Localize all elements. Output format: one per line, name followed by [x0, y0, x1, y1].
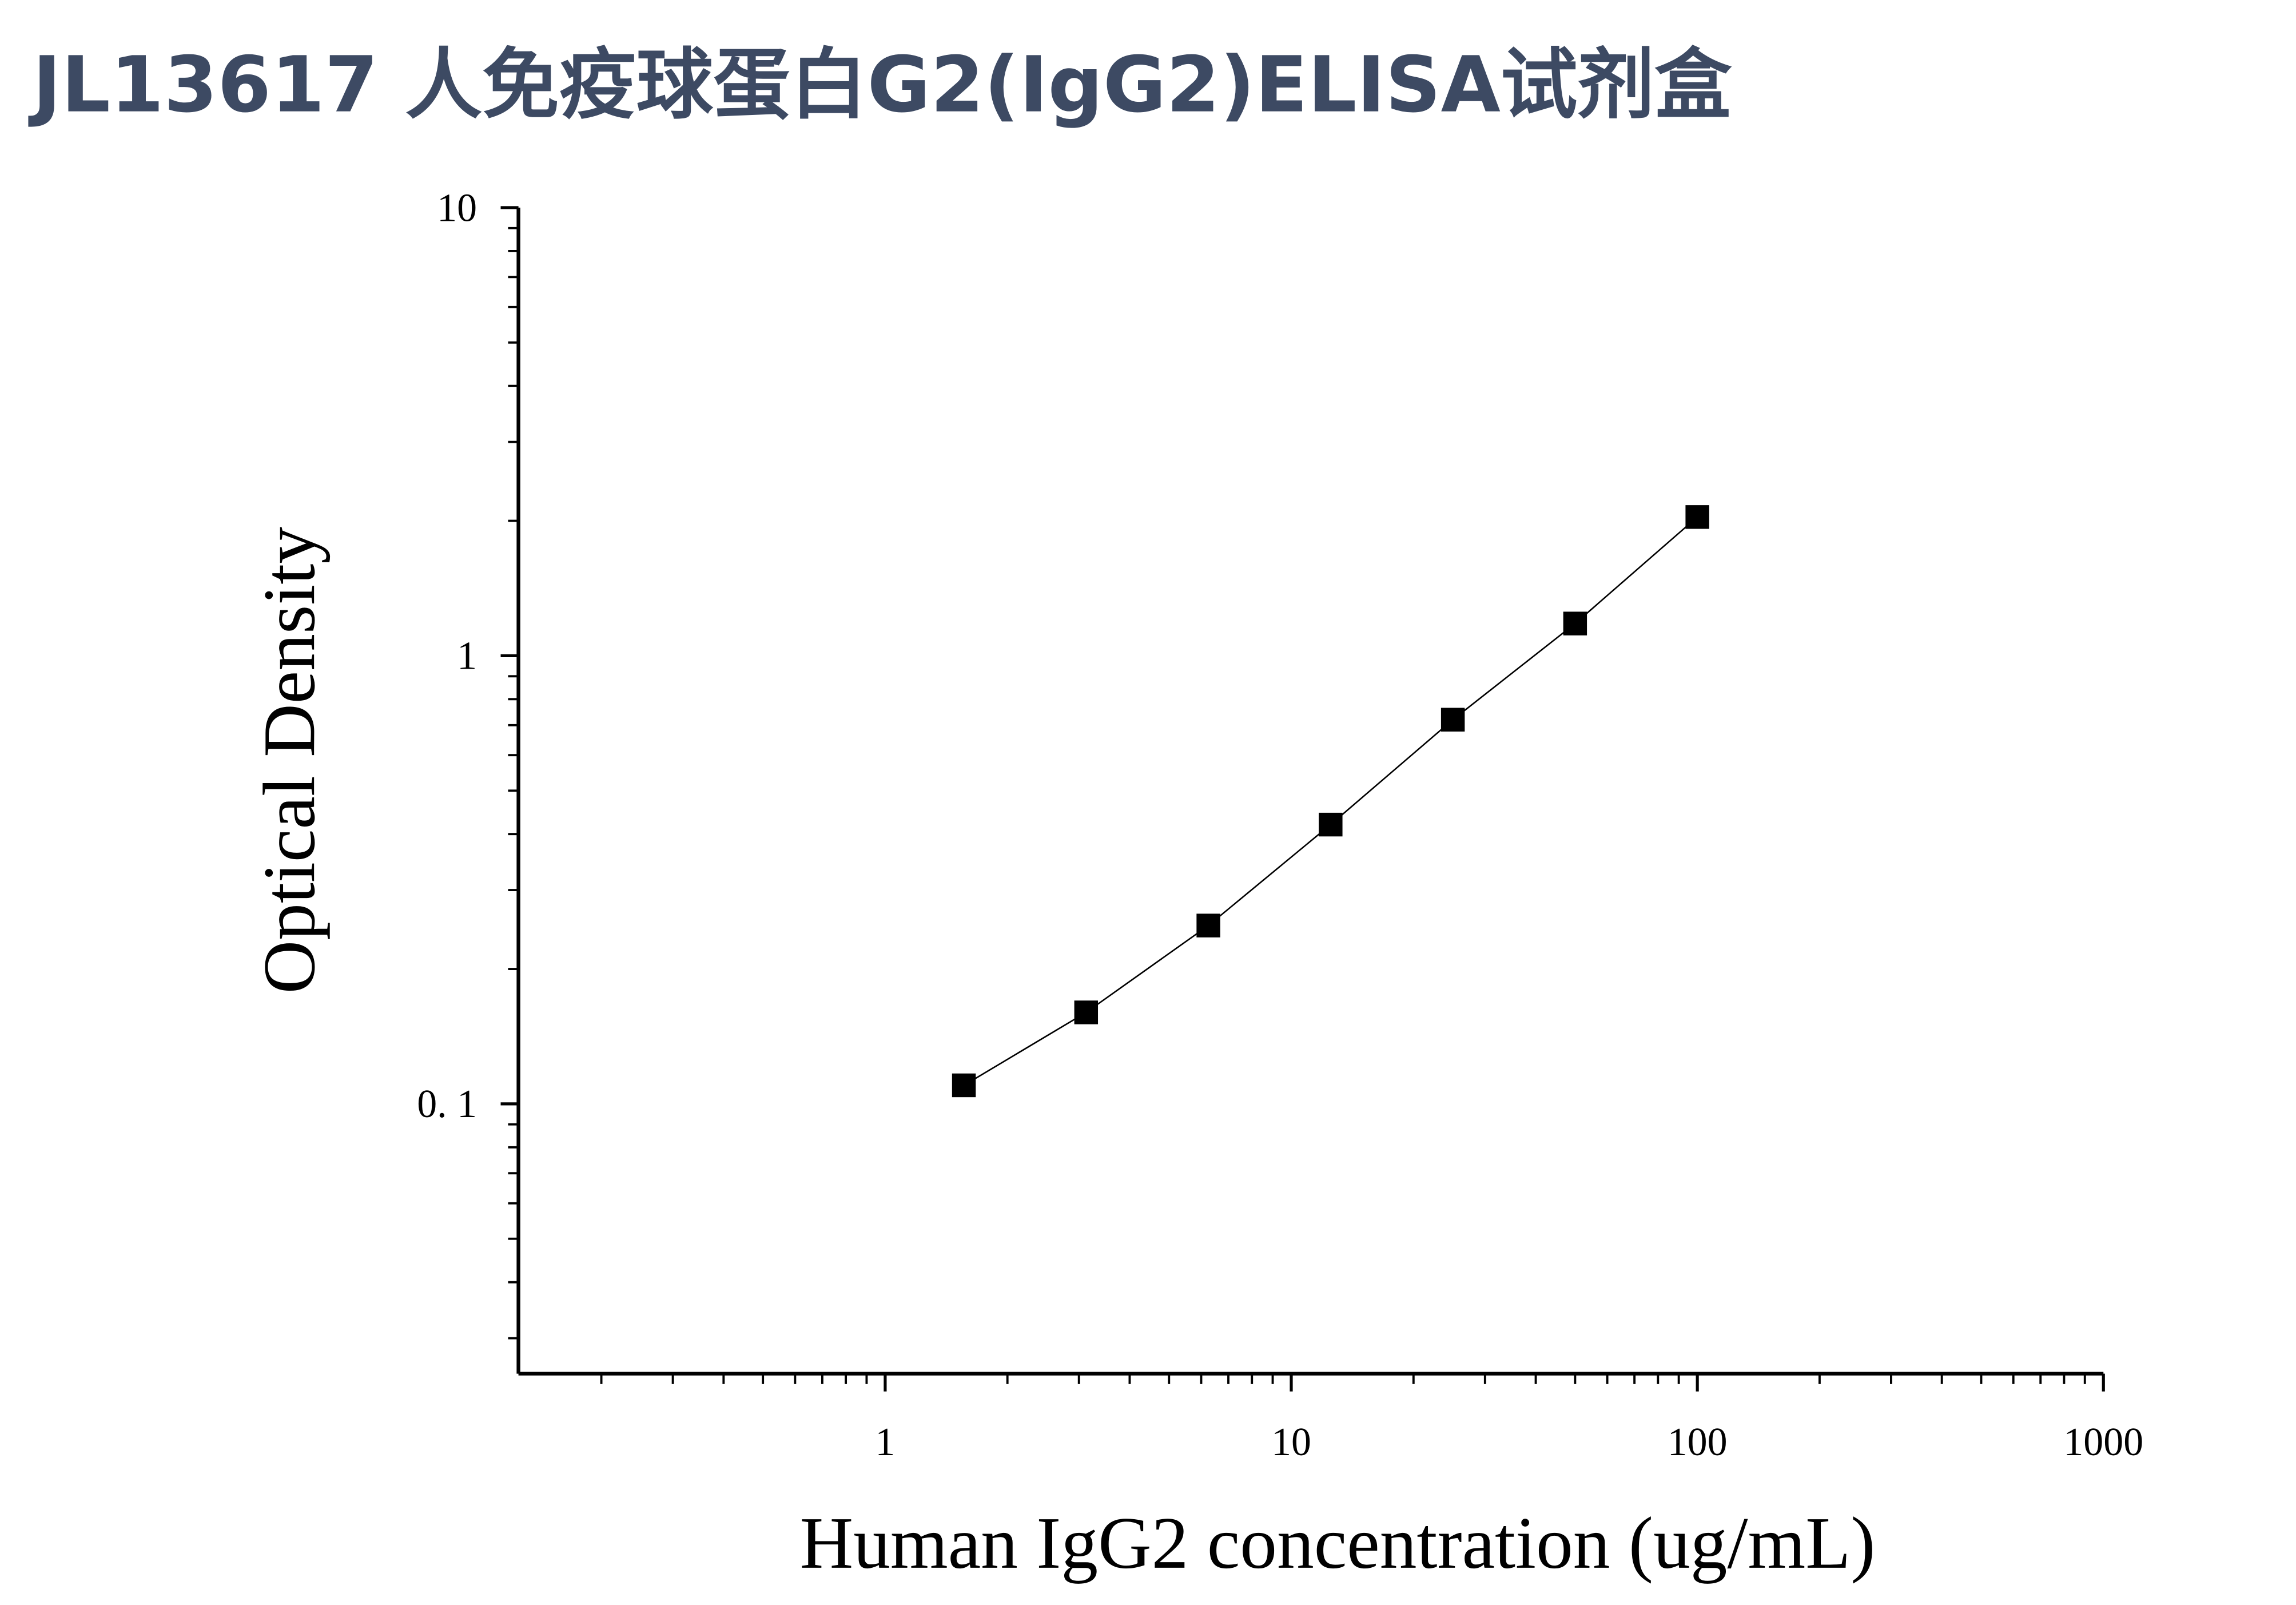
- x-tick-label: 10: [1271, 1420, 1311, 1464]
- x-axis-label: Human IgG2 concentration (ug/mL): [800, 1503, 1876, 1584]
- x-tick-label: 100: [1668, 1420, 1728, 1464]
- point: [952, 1073, 976, 1098]
- point: [1196, 913, 1220, 937]
- point: [1074, 1000, 1099, 1024]
- x-tick-label: 1: [875, 1420, 895, 1464]
- point: [1319, 812, 1343, 837]
- point: [1685, 505, 1709, 529]
- point: [1563, 611, 1587, 635]
- y-tick-label: 1: [457, 634, 477, 678]
- chart-title: JL13617 人免疫球蛋白G2(IgG2)ELISA试剂盒: [28, 40, 1732, 130]
- x-tick-label: 1000: [2063, 1420, 2143, 1464]
- curve: [963, 516, 1698, 1086]
- point: [1441, 708, 1465, 732]
- y-tick-label: 0. 1: [417, 1082, 477, 1126]
- y-tick-label: 10: [437, 186, 477, 230]
- y-axis-label: Optical Density: [249, 527, 331, 994]
